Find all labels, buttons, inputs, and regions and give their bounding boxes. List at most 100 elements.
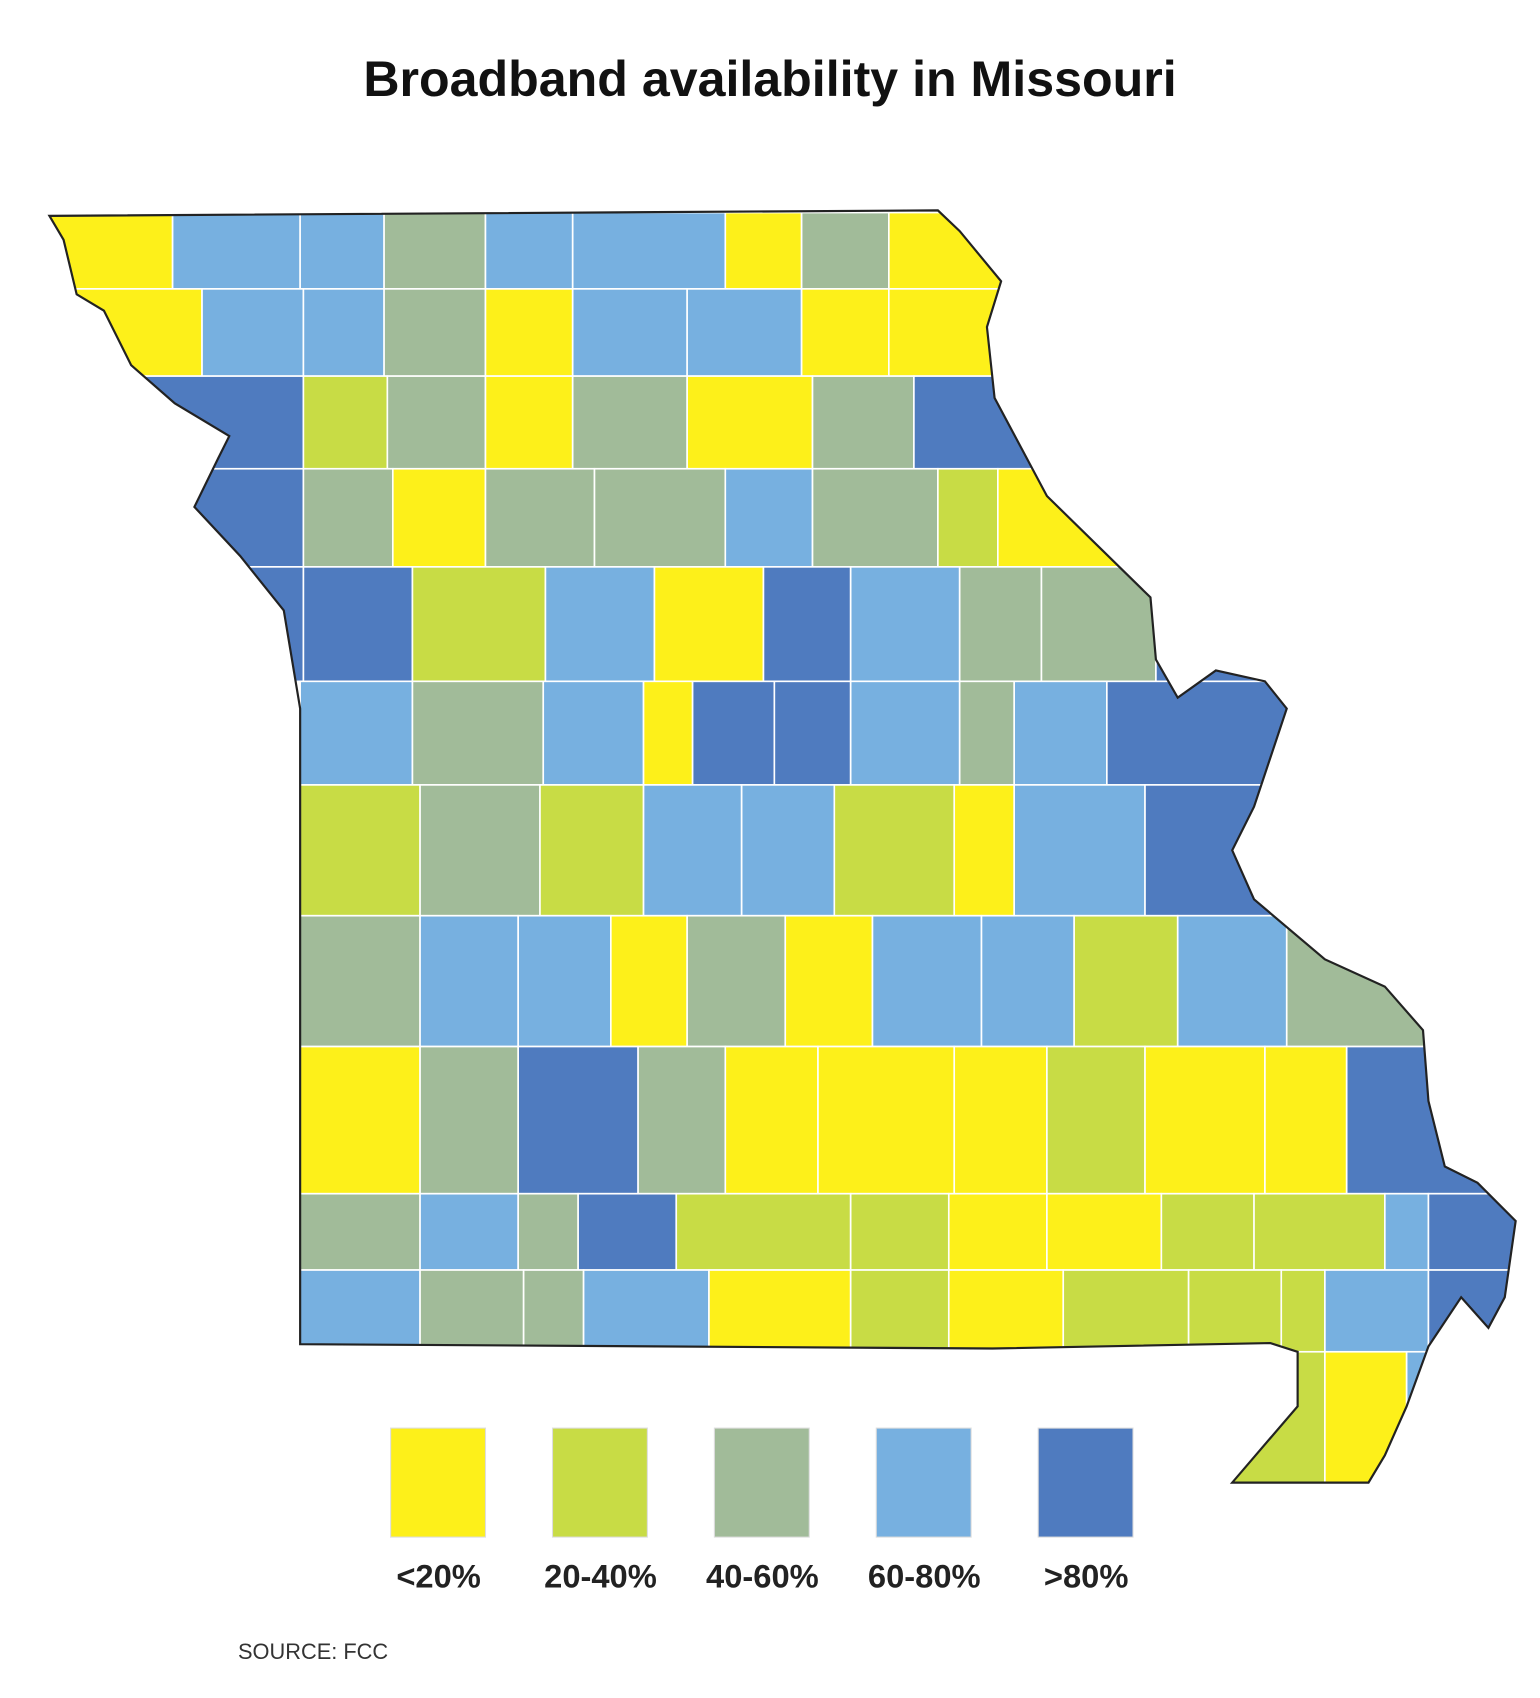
county [953,784,1016,917]
county [1073,914,1179,1048]
county [773,680,852,786]
county [686,375,814,470]
county [1427,1269,1516,1353]
county [383,211,487,290]
county [1405,1350,1516,1483]
county [708,1269,852,1353]
map-title: Broadband availability in Missouri [363,51,1176,107]
county [724,211,803,290]
state-outline [47,209,1517,1484]
county [953,1045,1048,1195]
county [419,1192,519,1271]
county [577,1192,678,1271]
legend-swatch [390,1427,487,1538]
county [302,566,414,683]
county [833,784,956,917]
legend-label: 60-80% [868,1557,981,1594]
county [522,1269,585,1353]
county [49,375,305,470]
county [517,914,612,1048]
county [1106,680,1516,786]
legend-swatch [875,1427,972,1538]
county [980,914,1075,1048]
county [571,375,688,470]
county [484,211,574,290]
county [1264,1045,1348,1195]
county [299,1045,421,1195]
county [1013,680,1108,786]
county [1144,784,1516,917]
county [391,467,487,568]
county [762,566,852,683]
legend-swatch [551,1427,648,1538]
county [1062,1269,1190,1353]
county [849,680,961,786]
legend-swatch [1037,1427,1134,1538]
county [1155,566,1516,683]
county [937,467,999,568]
county [1046,1045,1146,1195]
county [419,914,519,1048]
county [653,566,765,683]
county [958,566,1043,683]
county [1427,1192,1516,1271]
county [724,467,814,568]
county [419,1045,519,1195]
county [299,914,421,1048]
county [1384,1192,1430,1271]
county [484,288,574,377]
county [871,914,983,1048]
county [517,1192,579,1271]
county [582,1269,710,1353]
source-note: SOURCE: FCC [238,1639,388,1664]
county [419,1269,525,1353]
county [947,1192,1048,1271]
county [691,680,776,786]
county [484,467,596,568]
legend-label: 40-60% [706,1557,819,1594]
county [888,288,1516,377]
legend-label: 20-40% [544,1557,657,1594]
county [1345,1045,1516,1195]
county [386,375,487,470]
county [302,375,389,470]
county [299,680,414,786]
county [299,211,385,290]
county [201,288,305,377]
county [1324,1350,1408,1483]
county [913,375,1516,470]
county [675,1192,852,1271]
county [800,211,890,290]
county [302,467,394,568]
county [49,211,174,290]
county [947,1269,1065,1353]
county [1176,914,1288,1048]
county [849,1192,950,1271]
county [800,288,890,377]
legend-swatch [713,1427,810,1538]
county [411,566,547,683]
county [171,211,301,290]
county [383,288,487,377]
county [849,1269,950,1353]
county [544,566,656,683]
county [686,288,803,377]
county [1013,784,1146,917]
county [1253,1192,1386,1271]
county [1187,1269,1283,1353]
county [811,467,939,568]
county [299,1192,421,1271]
county [1285,914,1516,1048]
county [740,784,836,917]
county [299,1269,421,1353]
county [49,288,203,377]
county [817,1045,956,1195]
county [997,467,1516,568]
county [637,1045,727,1195]
county [539,784,645,917]
county [849,566,961,683]
county [571,288,688,377]
legend-label: >80% [1044,1557,1129,1594]
